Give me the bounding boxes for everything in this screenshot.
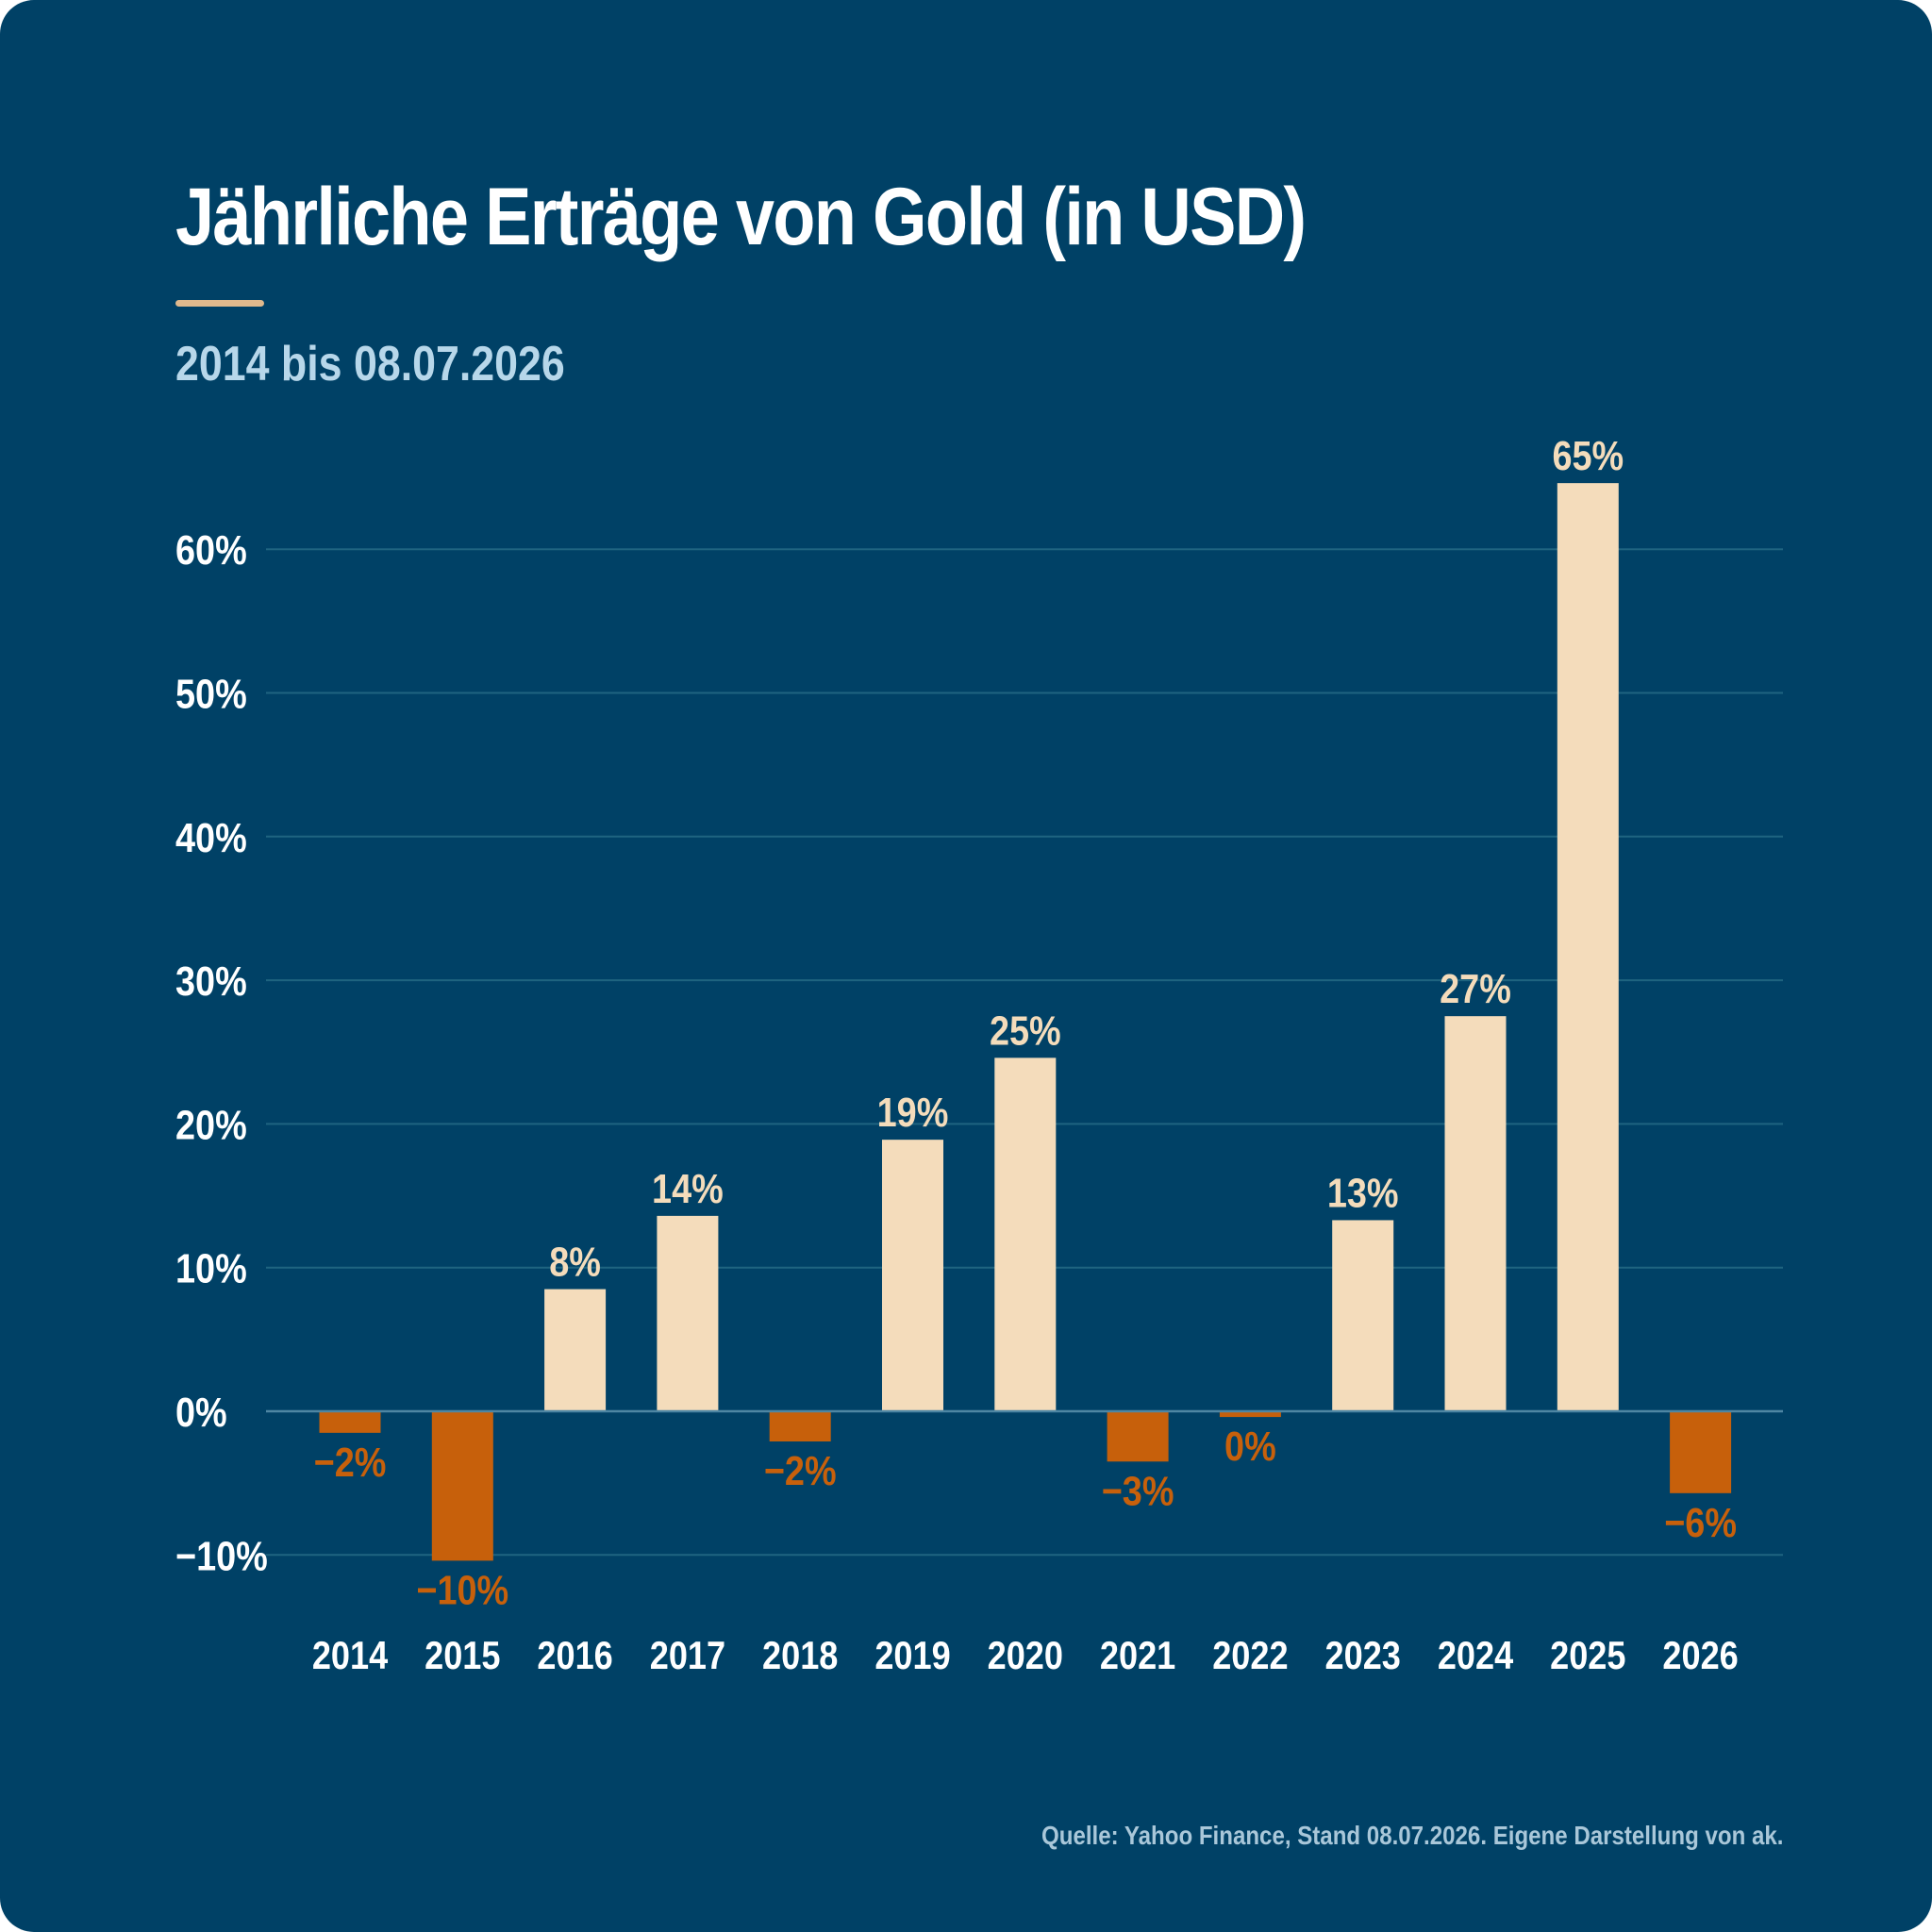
y-tick-label: 30% (175, 958, 247, 1004)
data-label: 19% (877, 1089, 949, 1135)
data-label: 27% (1440, 966, 1511, 1012)
x-tick-label: 2026 (1662, 1635, 1738, 1678)
bar-2018 (769, 1411, 831, 1441)
y-tick-label: −10% (175, 1533, 268, 1579)
chart-subtitle: 2014 bis 08.07.2026 (175, 337, 565, 391)
source-note: Quelle: Yahoo Finance, Stand 08.07.2026.… (1041, 1821, 1783, 1850)
title-accent-line (175, 300, 264, 307)
bar-2021 (1107, 1411, 1169, 1462)
bar-2020 (994, 1058, 1057, 1411)
bar-2016 (544, 1289, 607, 1411)
x-tick-label: 2017 (650, 1635, 725, 1678)
data-label: −2% (314, 1439, 387, 1485)
data-label: 0% (1224, 1423, 1276, 1469)
data-label: 14% (652, 1165, 724, 1211)
data-label: −10% (416, 1567, 508, 1613)
x-tick-label: 2018 (762, 1635, 838, 1678)
bar-2019 (882, 1140, 943, 1411)
x-tick-label: 2025 (1550, 1635, 1625, 1678)
bar-2026 (1670, 1411, 1732, 1493)
data-label: −6% (1664, 1499, 1737, 1545)
x-tick-label: 2021 (1100, 1635, 1175, 1678)
y-tick-label: 60% (175, 527, 247, 574)
data-label: 8% (549, 1239, 601, 1285)
y-tick-label: 10% (175, 1245, 247, 1291)
x-tick-label: 2022 (1212, 1635, 1288, 1678)
data-label: 25% (990, 1008, 1061, 1054)
bar-2014 (319, 1411, 381, 1433)
data-label: 65% (1552, 432, 1624, 478)
chart-title: Jährliche Erträge von Gold (in USD) (175, 172, 1307, 262)
bar-2025 (1557, 483, 1619, 1411)
data-label: −3% (1102, 1468, 1174, 1514)
data-label: −2% (764, 1447, 837, 1493)
x-tick-label: 2019 (874, 1635, 950, 1678)
data-labels: −2% −10% 8% 14% −2% 19% 25% −3% 0% 13% 27% 65% −6% (314, 432, 1737, 1613)
x-axis-tick-labels: 2014 2015 2016 2017 2018 2019 2020 2021 2022 2023… (312, 1635, 1739, 1678)
x-tick-label: 2020 (988, 1635, 1063, 1678)
x-tick-label: 2015 (425, 1635, 500, 1678)
y-tick-label: 0% (175, 1389, 227, 1435)
y-tick-label: 40% (175, 814, 247, 860)
y-tick-label: 20% (175, 1102, 247, 1148)
bar-2022 (1219, 1411, 1281, 1418)
bar-2023 (1332, 1220, 1394, 1411)
bar-2015 (431, 1411, 493, 1561)
y-tick-label: 50% (175, 671, 247, 717)
x-tick-label: 2016 (537, 1635, 612, 1678)
bars (319, 483, 1732, 1561)
y-axis-tick-labels: −10% 0% 10% 20% 30% 40% 50% 60% (175, 527, 268, 1579)
x-tick-label: 2023 (1325, 1635, 1401, 1678)
x-tick-label: 2024 (1438, 1635, 1514, 1678)
bar-2024 (1444, 1016, 1507, 1411)
bar-2017 (657, 1215, 719, 1411)
x-tick-label: 2014 (312, 1635, 389, 1678)
data-label: 13% (1327, 1170, 1399, 1216)
